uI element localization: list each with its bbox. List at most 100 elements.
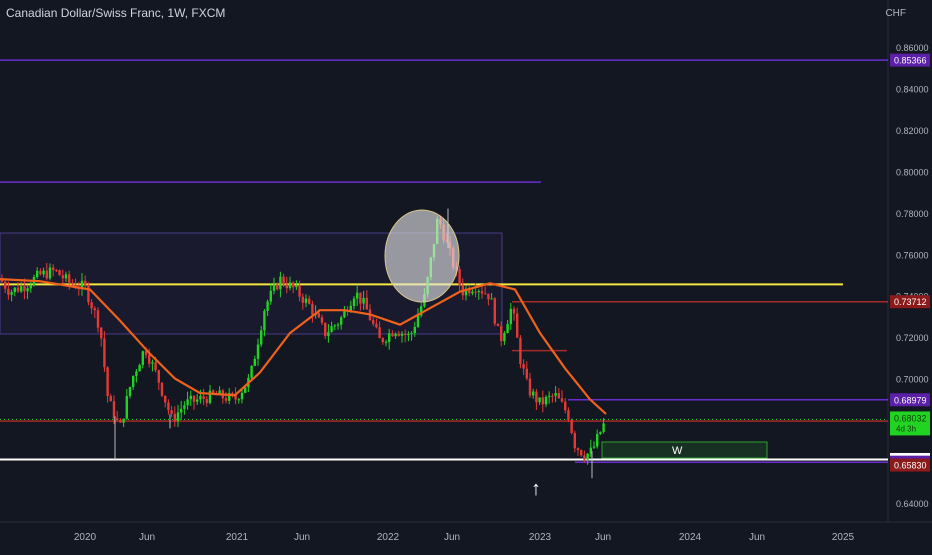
candle-body (384, 341, 388, 343)
candle-body (119, 419, 122, 423)
candle-body (112, 401, 116, 419)
price-label-box (890, 295, 930, 309)
candle-body (138, 364, 141, 372)
candle-body (560, 398, 564, 402)
x-tick-label: 2021 (226, 532, 249, 543)
candle-body (199, 396, 202, 400)
candle-body (471, 291, 474, 294)
currency-label: CHF (885, 8, 906, 19)
candle-body (170, 410, 173, 414)
candle-body (372, 320, 375, 324)
candle-body (96, 310, 100, 328)
candle-body (224, 398, 228, 401)
candle-body (301, 296, 304, 303)
candle-body (500, 326, 503, 342)
candle-body (269, 290, 272, 302)
candle-body (557, 392, 560, 399)
candle-body (157, 370, 160, 383)
candle-body (154, 362, 157, 371)
candle-body (234, 394, 237, 400)
candle-body (378, 327, 381, 339)
candle-body (538, 397, 541, 403)
candle-body (256, 344, 260, 359)
candle-body (327, 332, 330, 337)
candle-body (109, 396, 112, 402)
candle-body (596, 433, 599, 447)
candle-body (228, 393, 231, 401)
x-tick-label: 2023 (529, 532, 552, 543)
candle-body (90, 302, 93, 309)
candle-body (116, 418, 119, 420)
candle-body (548, 395, 551, 397)
candle-body (272, 284, 276, 291)
x-tick-label: 2024 (679, 532, 702, 543)
candle-body (298, 285, 301, 297)
candle-body (295, 285, 298, 288)
candle-body (183, 405, 186, 409)
moving-average-line (0, 278, 607, 415)
candle-body (333, 325, 336, 327)
candle-body (349, 305, 352, 313)
candle-body (205, 399, 208, 404)
x-tick-label: Jun (139, 532, 155, 543)
candle-body (528, 378, 532, 396)
candle-body (237, 399, 240, 401)
candle-body (404, 333, 407, 336)
candle-body (490, 298, 493, 300)
candle-body (173, 413, 176, 422)
candle-body (525, 368, 528, 379)
candle-body (87, 284, 90, 303)
candle-body (26, 288, 29, 292)
candle-body (391, 333, 394, 337)
candle-body (496, 323, 500, 327)
candle-body (42, 270, 45, 275)
candle-body (240, 392, 244, 400)
candle-body (474, 291, 477, 293)
price-label-text: 0.68032 (894, 413, 927, 423)
x-tick-label: Jun (294, 532, 310, 543)
candle-body (535, 391, 538, 403)
candle-body (352, 298, 356, 306)
candle-body (503, 333, 506, 342)
candle-body (416, 315, 420, 327)
candle-body (522, 364, 525, 369)
candle-body (244, 387, 247, 393)
x-tick-label: 2025 (832, 532, 855, 543)
candle-body (103, 338, 106, 368)
y-tick-label: 0.84000 (896, 84, 929, 94)
candle-body (80, 280, 84, 289)
candle-body (202, 396, 205, 400)
price-label-subtext: 4d 3h (896, 424, 916, 433)
candle-body (36, 270, 39, 278)
candle-body (253, 358, 256, 366)
candle-body (336, 324, 340, 326)
y-tick-label: 0.70000 (896, 375, 929, 385)
x-tick-label: Jun (595, 532, 611, 543)
candle-body (592, 446, 596, 448)
w-zone-label: W (672, 445, 683, 457)
candle-body (58, 270, 61, 276)
candle-body (375, 323, 378, 328)
candle-body (506, 324, 509, 334)
x-tick-label: Jun (749, 532, 765, 543)
candle-body (0, 279, 4, 282)
candle-body (477, 291, 480, 293)
price-label-box (890, 458, 930, 472)
candle-body (311, 303, 314, 315)
candle-body (218, 390, 221, 396)
candle-body (519, 337, 522, 365)
candle-body (512, 308, 516, 314)
y-tick-label: 0.82000 (896, 126, 929, 136)
candle-body (381, 338, 384, 343)
candle-body (212, 390, 215, 394)
candle-body (7, 288, 10, 295)
candle-body (340, 317, 343, 325)
candle-body (458, 269, 461, 286)
candle-body (148, 354, 151, 364)
candles-group (0, 215, 605, 465)
candle-body (554, 392, 557, 396)
candle-body (144, 351, 148, 355)
candle-body (320, 317, 324, 323)
